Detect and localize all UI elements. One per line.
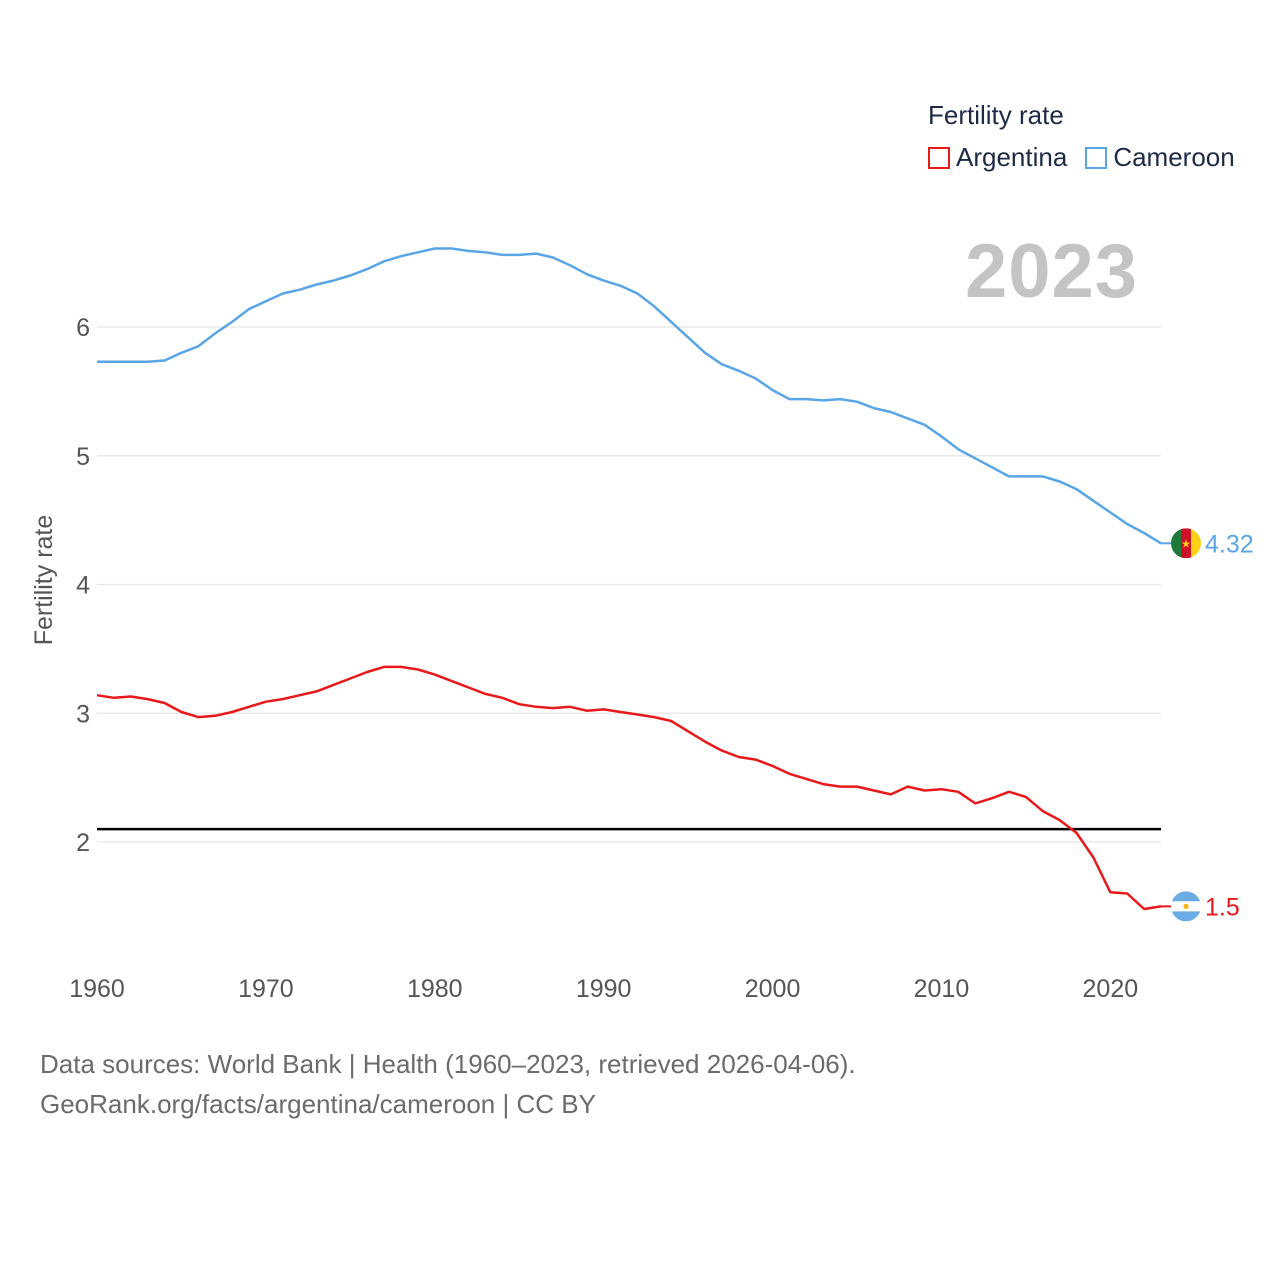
year-label: 2023: [965, 229, 1139, 314]
x-tick-label: 1990: [576, 975, 632, 1003]
y-tick-label: 2: [76, 829, 90, 857]
x-tick-label: 1970: [238, 975, 294, 1003]
end-value-label-cameroon: 4.32: [1205, 530, 1254, 558]
legend-title: Fertility rate: [928, 100, 1064, 130]
y-axis-label: Fertility rate: [30, 515, 58, 646]
end-value-label-argentina: 1.5: [1205, 893, 1240, 921]
footer-source: Data sources: World Bank | Health (1960–…: [40, 1049, 856, 1079]
series-layer: [96, 247, 1162, 911]
y-tick-label: 5: [76, 443, 90, 471]
legend-swatch-argentina: [928, 146, 950, 169]
series-line-cameroon[interactable]: [97, 247, 1162, 545]
svg-text:★: ★: [1181, 538, 1191, 550]
x-tick-label: 2020: [1083, 975, 1139, 1003]
series-line-argentina[interactable]: [96, 665, 1162, 911]
flag-icon-cameroon: ★: [1171, 528, 1201, 559]
x-tick-label: 2000: [745, 975, 801, 1003]
x-tick-label: 1960: [69, 975, 125, 1003]
end-markers: 1.5 ★ 4.32: [1161, 528, 1254, 922]
x-tick-label: 2010: [914, 975, 970, 1003]
x-axis-ticks: 1960 1970 1980 1990 2000 2010 2020: [69, 975, 1138, 1003]
y-tick-label: 6: [76, 314, 90, 342]
footer: Data sources: World Bank | Health (1960–…: [40, 1044, 856, 1124]
legend-item-cameroon[interactable]: Cameroon: [1085, 142, 1235, 173]
legend-label-argentina: Argentina: [956, 142, 1068, 172]
gridlines: [97, 326, 1161, 843]
footer-link[interactable]: GeoRank.org/facts/argentina/cameroon | C…: [40, 1089, 596, 1119]
y-axis-ticks: 2 3 4 5 6: [76, 314, 90, 857]
legend-swatch-cameroon: [1085, 146, 1108, 169]
y-tick-label: 3: [76, 700, 90, 728]
legend-item-argentina[interactable]: Argentina: [928, 142, 1067, 173]
legend: Argentina Cameroon: [928, 142, 1245, 173]
legend-label-cameroon: Cameroon: [1113, 142, 1235, 172]
flag-icon-argentina: [1171, 891, 1201, 922]
x-tick-label: 1980: [407, 975, 463, 1003]
y-tick-label: 4: [76, 572, 90, 600]
